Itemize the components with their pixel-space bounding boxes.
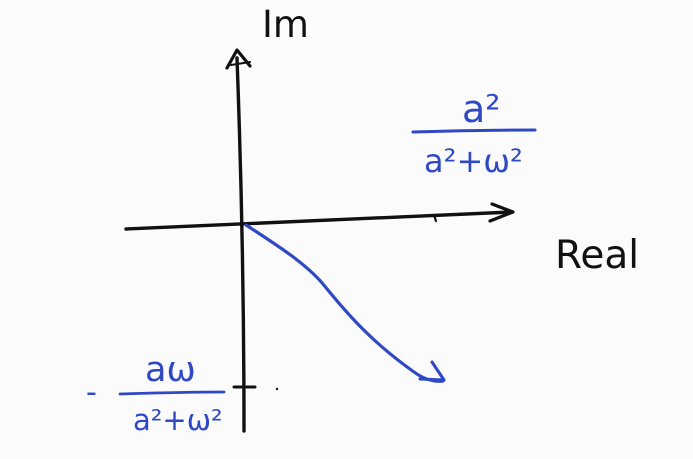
imag-axis — [235, 56, 246, 433]
response-curve-group — [244, 223, 446, 383]
real-axis-tick — [432, 213, 438, 223]
imag-axis-arrowhead — [225, 48, 252, 70]
top-fraction-denominator: a²+ω² — [424, 142, 523, 180]
axes-group — [124, 48, 515, 433]
bottom-fraction-sign: - — [86, 375, 97, 410]
imag-axis-arrowhead-base — [229, 60, 252, 67]
bottom-fraction-bar — [118, 390, 226, 396]
small-mark — [275, 387, 279, 391]
top-fraction-numerator: a² — [462, 87, 501, 131]
bottom-fraction-numerator: aω — [145, 350, 196, 390]
response-curve-arrowhead — [418, 360, 446, 382]
response-curve — [244, 223, 445, 383]
y-axis-label: Im — [262, 3, 309, 46]
bottom-fraction-denominator: a²+ω² — [133, 403, 223, 437]
labels-group: Im Real a² a²+ω² - aω a²+ω² — [86, 3, 639, 437]
real-axis-arrowhead — [488, 202, 515, 223]
x-axis-label: Real — [555, 233, 639, 278]
top-fraction-bar — [411, 128, 537, 134]
real-axis — [124, 210, 514, 231]
